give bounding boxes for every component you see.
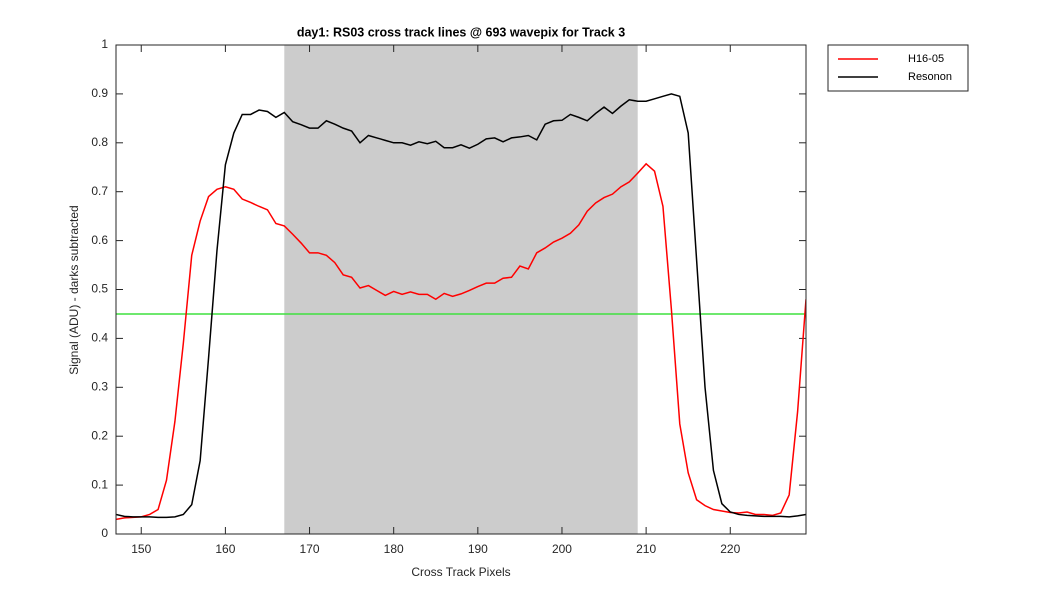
y-tick-label: 0.2 — [91, 428, 108, 442]
y-tick-label: 0.8 — [91, 135, 108, 149]
series-line — [116, 93, 806, 519]
x-tick-label: 220 — [720, 542, 740, 556]
x-tick-label: 180 — [384, 542, 404, 556]
y-axis-label: Signal (ADU) - darks subtracted — [67, 205, 81, 374]
series-line — [116, 162, 806, 521]
y-tick-label: 0.3 — [91, 379, 108, 393]
y-tick-label: 0.1 — [91, 477, 108, 491]
y-tick-label: 0.6 — [91, 233, 108, 247]
x-tick-label: 210 — [636, 542, 656, 556]
y-tick-label: 1 — [101, 37, 108, 51]
y-tick-label: 0.4 — [91, 331, 108, 345]
legend-label: Resonon — [908, 71, 952, 83]
y-tick-label: 0.9 — [91, 86, 108, 100]
shaded-region — [284, 45, 638, 534]
y-tick-label: 0.7 — [91, 184, 108, 198]
y-tick-label: 0.5 — [91, 282, 108, 296]
axes-box — [115, 44, 807, 535]
legend-box — [827, 44, 969, 92]
x-axis-label: Cross Track Pixels — [411, 565, 510, 579]
legend-label: H16-05 — [908, 53, 944, 65]
x-tick-label: 200 — [552, 542, 572, 556]
x-tick-label: 190 — [468, 542, 488, 556]
x-tick-label: 150 — [131, 542, 151, 556]
x-tick-label: 170 — [300, 542, 320, 556]
x-tick-label: 160 — [215, 542, 235, 556]
chart-title: day1: RS03 cross track lines @ 693 wavep… — [297, 25, 625, 39]
y-tick-label: 0 — [101, 526, 108, 540]
